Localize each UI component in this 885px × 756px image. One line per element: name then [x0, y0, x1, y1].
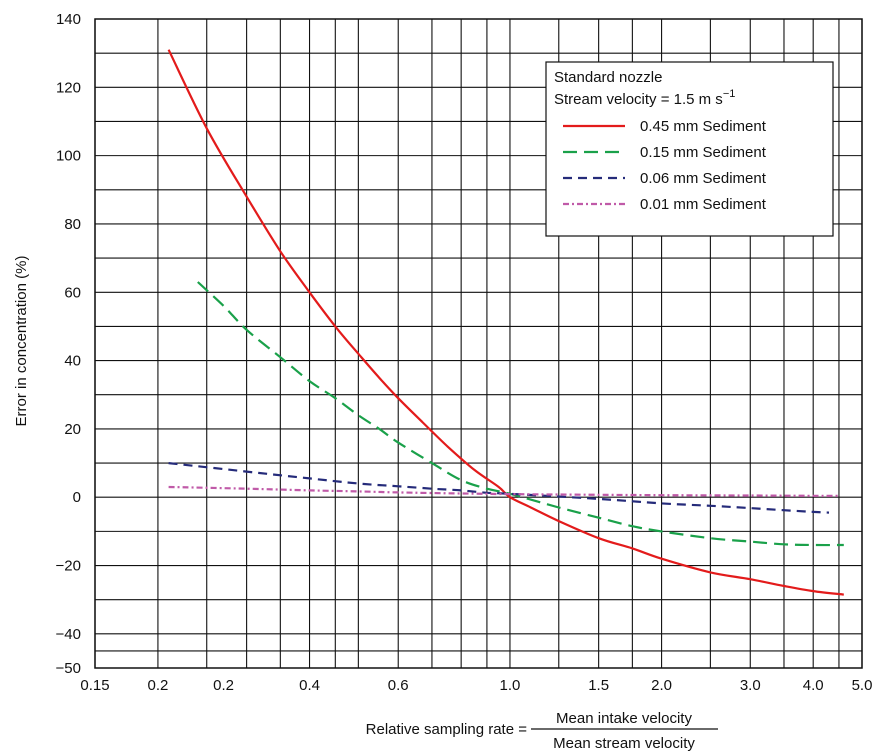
legend-label-4: 0.01 mm Sediment	[640, 196, 767, 213]
x-axis-title-denominator: Mean stream velocity	[553, 735, 695, 752]
y-tick-label: −20	[56, 558, 81, 575]
y-tick-labels: −50 −40 −20 0 20 40 60 80 100 120 140	[56, 11, 81, 677]
x-tick-label: 0.2	[213, 677, 234, 694]
legend-entries: 0.45 mm Sediment 0.15 mm Sediment 0.06 mm …	[563, 118, 767, 213]
x-tick-label: 0.4	[299, 677, 320, 694]
x-tick-label: 2.0	[651, 677, 672, 694]
y-tick-label: 120	[56, 79, 81, 96]
series-line-2	[197, 281, 844, 547]
legend-subtitle: Stream velocity = 1.5 m s−1	[554, 88, 735, 108]
x-tick-label: 0.2	[147, 677, 168, 694]
legend-title: Standard nozzle	[554, 69, 662, 86]
y-axis-title: Error in concentration (%)	[13, 256, 30, 427]
x-tick-label: 0.15	[80, 677, 109, 694]
x-tick-labels: 0.15 0.2 0.2 0.4 0.6 1.0 1.5 2.0 3.0 4.0 5.0	[80, 677, 872, 694]
y-tick-label: 60	[64, 284, 81, 301]
x-tick-label: 1.0	[500, 677, 521, 694]
x-tick-label: 1.5	[588, 677, 609, 694]
legend: Standard nozzle Stream velocity = 1.5 m …	[545, 61, 834, 237]
x-tick-label: 4.0	[803, 677, 824, 694]
x-tick-label: 5.0	[852, 677, 873, 694]
x-tick-label: 3.0	[740, 677, 761, 694]
y-tick-label: −40	[56, 626, 81, 643]
y-tick-label: 40	[64, 353, 81, 370]
legend-subtitle-text: Stream velocity = 1.5 m s	[554, 91, 723, 108]
series-lines	[167, 49, 844, 596]
x-axis-title-numerator: Mean intake velocity	[556, 710, 692, 727]
y-tick-label: 20	[64, 421, 81, 438]
series-line-1	[167, 49, 844, 596]
y-tick-label: 80	[64, 216, 81, 233]
y-tick-label: −50	[56, 660, 81, 677]
y-tick-label: 0	[73, 489, 81, 506]
plot-frame	[94, 18, 863, 669]
legend-subtitle-superscript: −1	[723, 88, 736, 100]
x-tick-label: 0.6	[388, 677, 409, 694]
x-axis-title-prefix: Relative sampling rate =	[366, 721, 528, 738]
y-tick-label: 140	[56, 11, 81, 28]
legend-label-2: 0.15 mm Sediment	[640, 144, 767, 161]
series-line-4	[168, 485, 840, 497]
legend-box	[545, 61, 834, 237]
x-axis-title: Relative sampling rate = Mean intake vel…	[366, 710, 718, 752]
legend-label-1: 0.45 mm Sediment	[640, 118, 767, 135]
y-tick-label: 100	[56, 148, 81, 165]
legend-label-3: 0.06 mm Sediment	[640, 170, 767, 187]
